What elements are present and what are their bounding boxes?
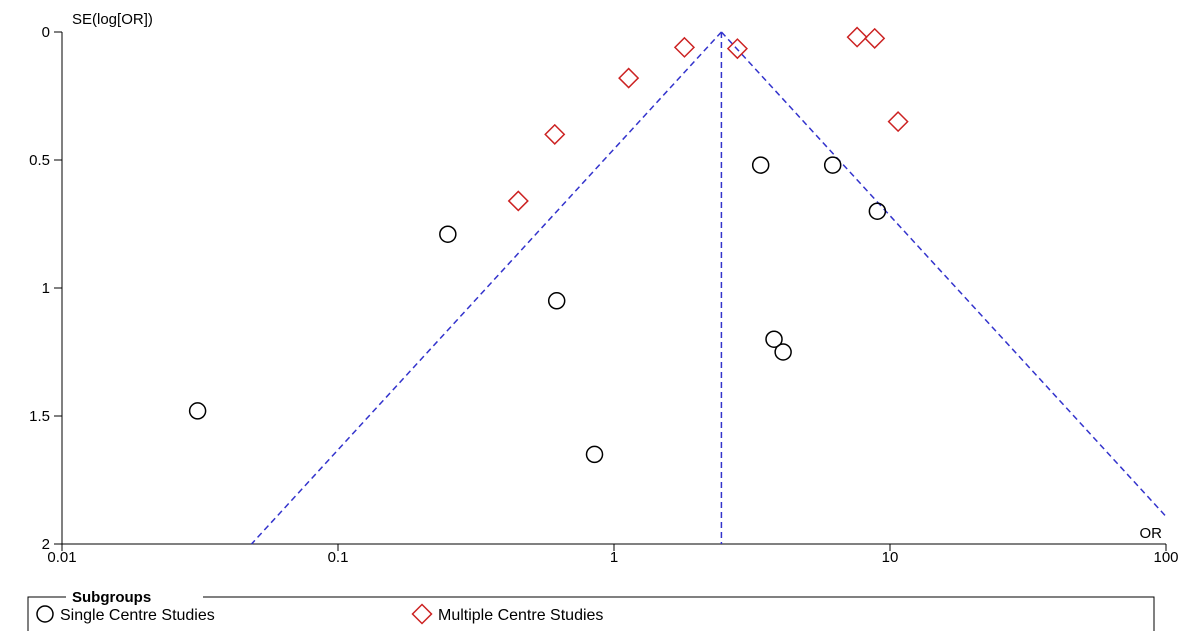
legend-title: Subgroups — [72, 589, 151, 606]
x-tick-label: 0.01 — [47, 549, 76, 566]
multiple-centre-study-point — [507, 190, 529, 212]
single-centre-study-point — [823, 156, 842, 174]
single-centre-study-point — [765, 330, 783, 348]
multiple-centre-study-point — [618, 67, 640, 89]
data-points — [188, 26, 909, 464]
single-centre-study-point — [585, 445, 604, 464]
single-centre-study-point — [751, 156, 770, 174]
multiple-centre-study-point — [726, 38, 748, 60]
multiple-centre-study-point — [673, 36, 696, 58]
funnel-left-limit — [250, 31, 722, 545]
multiple-centre-study-point — [864, 27, 886, 49]
legend: Subgroups Single Centre Studies Multiple… — [27, 589, 1155, 631]
y-tick-label: 1.5 — [29, 408, 50, 425]
legend-item-multiple-centre: Multiple Centre Studies — [411, 603, 603, 625]
legend-diamond-marker — [411, 603, 433, 625]
multiple-centre-study-point — [544, 123, 566, 145]
multiple-centre-study-point — [887, 111, 909, 133]
x-tick-label: 0.1 — [328, 549, 349, 566]
x-tick-label: 10 — [882, 549, 899, 566]
x-tick-label: 100 — [1153, 549, 1178, 566]
legend-diamond — [411, 603, 433, 625]
legend-box — [27, 596, 1155, 631]
single-centre-study-point — [188, 402, 207, 420]
single-centre-study-point — [547, 292, 566, 310]
y-tick-label: 1 — [42, 280, 50, 297]
legend-circle — [36, 605, 54, 623]
legend-label-single-centre: Single Centre Studies — [60, 607, 215, 624]
y-axis-title: SE(log[OR]) — [72, 11, 153, 28]
funnel-right-limit — [720, 31, 1167, 517]
y-tick-label: 0.5 — [29, 152, 50, 169]
single-centre-study-point — [774, 343, 792, 361]
y-tick-label: 2 — [42, 536, 50, 553]
legend-label-multiple-centre: Multiple Centre Studies — [438, 607, 603, 624]
x-axis-title: OR — [1140, 525, 1163, 542]
funnel-lines — [250, 31, 1167, 545]
single-centre-study-point — [439, 225, 457, 243]
legend-item-single-centre: Single Centre Studies — [36, 605, 215, 624]
axes: 0 0.5 1 1.5 20.01 0.1 1 10 100 — [29, 24, 1178, 566]
x-tick-label: 1 — [610, 549, 618, 566]
legend-circle-marker — [36, 605, 54, 623]
single-centre-study-point — [868, 202, 887, 220]
multiple-centre-study-point — [846, 26, 868, 48]
y-tick-label: 0 — [42, 24, 50, 41]
